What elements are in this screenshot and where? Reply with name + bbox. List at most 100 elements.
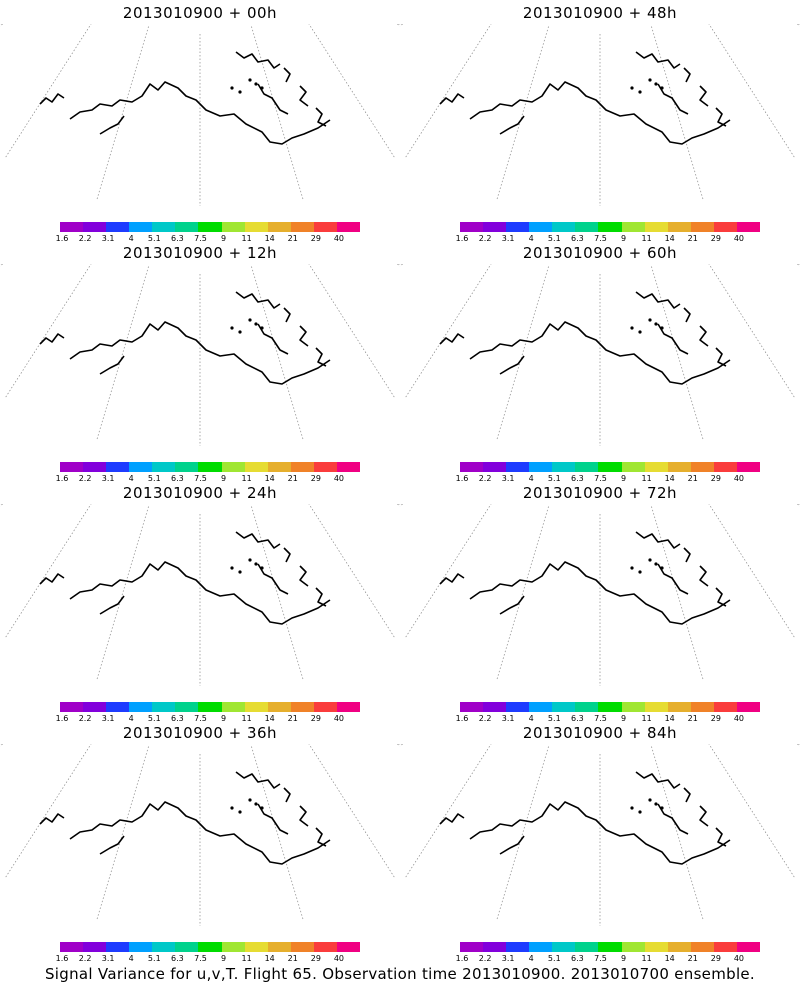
colorbar-labels: 1.6 2.2 3.1 4 5.1 6.3 7.5 9 11 14 21 29 40 bbox=[56, 714, 360, 724]
variance-map bbox=[400, 504, 800, 686]
colorbar-swatch bbox=[736, 222, 761, 232]
colorbar-tick-label: 5.1 bbox=[147, 234, 161, 243]
colorbar-swatch bbox=[313, 942, 338, 952]
colorbar-swatch bbox=[152, 702, 176, 712]
colorbar-swatch bbox=[598, 942, 623, 952]
colorbar-tick-label: 11 bbox=[241, 954, 252, 963]
colorbar-swatch bbox=[713, 462, 738, 472]
colorbar-tick-label: 1.6 bbox=[55, 474, 69, 483]
colorbar-tick-label: 21 bbox=[687, 714, 698, 723]
colorbar-swatch bbox=[152, 462, 176, 472]
colorbar-swatch bbox=[175, 702, 199, 712]
colorbar-swatch bbox=[575, 222, 599, 232]
colorbar-swatch bbox=[483, 702, 507, 712]
colorbar-labels: 1.6 2.2 3.1 4 5.1 6.3 7.5 9 11 14 21 29 40 bbox=[56, 954, 360, 964]
colorbar-tick-label: 6.3 bbox=[571, 234, 584, 243]
colorbar-swatch bbox=[221, 222, 246, 232]
colorbar-swatch bbox=[644, 702, 669, 712]
colorbar-tick-label: 4 bbox=[528, 954, 534, 963]
colorbar-tick-label: 21 bbox=[287, 714, 298, 723]
colorbar-swatch bbox=[290, 222, 315, 232]
colorbar-swatch bbox=[244, 462, 269, 472]
colorbar-tick-label: 40 bbox=[333, 234, 345, 243]
colorbar-swatch bbox=[690, 462, 715, 472]
colorbar-swatch bbox=[83, 942, 107, 952]
colorbar-swatch bbox=[290, 462, 315, 472]
colorbar-swatch bbox=[267, 702, 292, 712]
colorbar-swatch bbox=[736, 462, 761, 472]
colorbar-tick-label: 5.1 bbox=[547, 234, 561, 243]
colorbar-tick-label: 14 bbox=[264, 474, 275, 483]
colorbar-swatch bbox=[713, 942, 738, 952]
colorbar-tick-label: 11 bbox=[241, 714, 252, 723]
colorbar-swatch bbox=[106, 942, 130, 952]
colorbar-swatch bbox=[506, 942, 530, 952]
colorbar-tick-label: 7.5 bbox=[594, 714, 607, 723]
colorbar-tick-label: 6.3 bbox=[571, 474, 584, 483]
panel-title: 2013010900 + 60h bbox=[522, 244, 678, 262]
colorbar-swatch bbox=[198, 222, 223, 232]
colorbar-tick-label: 1.6 bbox=[55, 714, 69, 723]
colorbar-swatch bbox=[198, 702, 223, 712]
colorbar-tick-label: 4 bbox=[128, 474, 134, 483]
colorbar-swatch bbox=[313, 702, 338, 712]
colorbar-swatch bbox=[483, 942, 507, 952]
panel-title: 2013010900 + 36h bbox=[122, 724, 278, 742]
colorbar-tick-label: 29 bbox=[710, 714, 721, 723]
map-panel: 2013010900 + 48h 1.6 2.2 3.1 4 5.1 6.3 7.5 9 11 14… bbox=[400, 0, 800, 243]
colorbar-tick-label: 29 bbox=[710, 234, 721, 243]
colorbar-tick-label: 6.3 bbox=[571, 714, 584, 723]
colorbar-tick-label: 1.6 bbox=[55, 234, 69, 243]
colorbar-swatch bbox=[129, 462, 153, 472]
colorbar-tick-label: 3.1 bbox=[101, 474, 115, 483]
colorbar-tick-label: 3.1 bbox=[101, 234, 115, 243]
colorbar-tick-label: 6.3 bbox=[171, 234, 184, 243]
colorbar-tick-label: 5.1 bbox=[147, 714, 161, 723]
colorbar-swatch bbox=[290, 942, 315, 952]
colorbar-tick-label: 5.1 bbox=[547, 474, 561, 483]
colorbar-tick-label: 11 bbox=[641, 234, 652, 243]
colorbar-swatch bbox=[506, 702, 530, 712]
colorbar-tick-label: 40 bbox=[733, 234, 745, 243]
colorbar-tick-label: 2.2 bbox=[78, 234, 92, 243]
colorbar-swatch bbox=[106, 702, 130, 712]
colorbar-tick-label: 7.5 bbox=[594, 234, 607, 243]
colorbar-tick-label: 7.5 bbox=[194, 714, 207, 723]
colorbar bbox=[460, 462, 761, 472]
colorbar-swatch bbox=[598, 462, 623, 472]
colorbar-swatch bbox=[175, 942, 199, 952]
colorbar-tick-label: 11 bbox=[641, 714, 652, 723]
colorbar-tick-label: 2.2 bbox=[478, 234, 492, 243]
colorbar-tick-label: 9 bbox=[220, 234, 227, 243]
colorbar-swatch bbox=[313, 462, 338, 472]
colorbar bbox=[460, 942, 761, 952]
colorbar-swatch bbox=[529, 942, 553, 952]
colorbar-tick-label: 9 bbox=[620, 954, 627, 963]
colorbar-tick-label: 9 bbox=[620, 234, 627, 243]
variance-map bbox=[0, 504, 400, 686]
colorbar-swatch bbox=[667, 462, 692, 472]
colorbar-tick-label: 5.1 bbox=[147, 474, 161, 483]
colorbar-swatch bbox=[736, 702, 761, 712]
colorbar-tick-label: 9 bbox=[620, 474, 627, 483]
map-panel: 2013010900 + 24h 1.6 2.2 3.1 4 5.1 6.3 7.5 9 11 14… bbox=[0, 480, 400, 723]
colorbar-swatch bbox=[529, 462, 553, 472]
colorbar-tick-label: 4 bbox=[128, 234, 134, 243]
colorbar-swatch bbox=[598, 702, 623, 712]
colorbar-swatch bbox=[621, 222, 646, 232]
colorbar-labels: 1.6 2.2 3.1 4 5.1 6.3 7.5 9 11 14 21 29 40 bbox=[456, 714, 760, 724]
panel-title: 2013010900 + 24h bbox=[122, 484, 278, 502]
colorbar-swatch bbox=[506, 222, 530, 232]
colorbar-swatch bbox=[552, 702, 576, 712]
colorbar-tick-label: 9 bbox=[220, 954, 227, 963]
colorbar-tick-label: 7.5 bbox=[194, 954, 207, 963]
colorbar-tick-label: 3.1 bbox=[501, 234, 515, 243]
colorbar-swatch bbox=[667, 222, 692, 232]
colorbar-tick-label: 3.1 bbox=[501, 714, 515, 723]
figure-caption: Signal Variance for u,v,T. Flight 65. Ob… bbox=[44, 965, 756, 983]
colorbar-swatch bbox=[644, 942, 669, 952]
colorbar-tick-label: 7.5 bbox=[594, 954, 607, 963]
colorbar-swatch bbox=[198, 462, 223, 472]
colorbar-swatch bbox=[267, 462, 292, 472]
colorbar-tick-label: 6.3 bbox=[171, 714, 184, 723]
